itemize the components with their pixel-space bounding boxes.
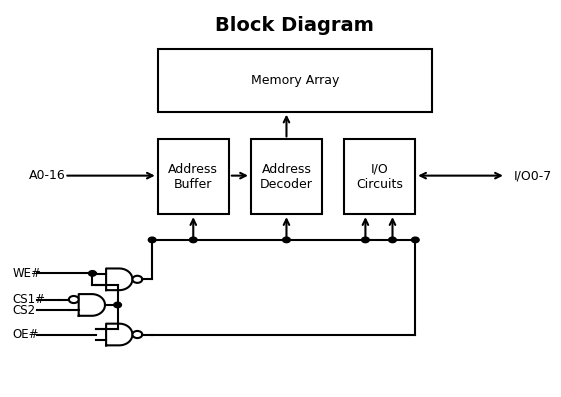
- FancyBboxPatch shape: [344, 139, 415, 214]
- Text: A0-16: A0-16: [29, 169, 66, 182]
- Text: CS2: CS2: [12, 304, 35, 316]
- Circle shape: [389, 237, 396, 243]
- Text: I/O
Circuits: I/O Circuits: [356, 163, 403, 191]
- Circle shape: [190, 237, 197, 243]
- Text: I/O0-7: I/O0-7: [514, 169, 552, 182]
- Circle shape: [411, 237, 419, 243]
- Polygon shape: [79, 294, 105, 316]
- Text: Address
Buffer: Address Buffer: [168, 163, 218, 191]
- Text: Address
Decoder: Address Decoder: [260, 163, 313, 191]
- Circle shape: [114, 302, 121, 308]
- Circle shape: [89, 271, 96, 276]
- Circle shape: [362, 237, 369, 243]
- Polygon shape: [106, 324, 132, 345]
- Text: OE#: OE#: [12, 328, 39, 341]
- Text: WE#: WE#: [12, 267, 41, 280]
- Text: CS1#: CS1#: [12, 293, 45, 306]
- FancyBboxPatch shape: [158, 49, 432, 112]
- Circle shape: [132, 331, 142, 338]
- Circle shape: [148, 237, 156, 243]
- FancyBboxPatch shape: [251, 139, 322, 214]
- Text: Block Diagram: Block Diagram: [215, 15, 374, 35]
- Circle shape: [69, 296, 79, 303]
- Text: Memory Array: Memory Array: [251, 74, 339, 87]
- FancyBboxPatch shape: [158, 139, 229, 214]
- Circle shape: [283, 237, 290, 243]
- Polygon shape: [106, 268, 132, 290]
- Circle shape: [132, 276, 142, 283]
